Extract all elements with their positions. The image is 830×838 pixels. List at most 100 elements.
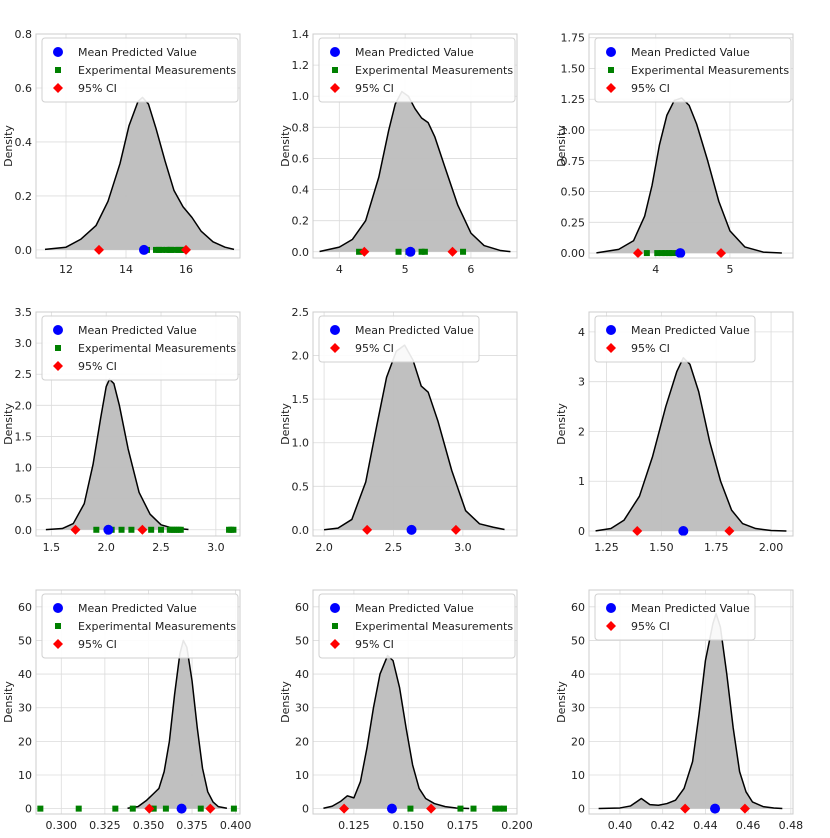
experimental-point — [128, 526, 135, 533]
legend-label-ci: 95% CI — [631, 620, 670, 633]
x-tick-label: 0.375 — [176, 819, 208, 832]
plot-frame — [588, 589, 794, 815]
y-tick-label: 0 — [25, 803, 32, 816]
x-tick-label: 0.175 — [447, 819, 479, 832]
legend-label-experimental: Experimental Measurements — [78, 342, 236, 355]
x-tick-label: 5 — [726, 263, 733, 276]
y-tick-label: 1.0 — [292, 90, 310, 103]
experimental-point — [158, 526, 165, 533]
legend-label-ci: 95% CI — [78, 360, 117, 373]
legend-marker-mean — [330, 47, 340, 57]
chart-G13: 2.02.53.00.00.51.01.52.02.5DensityCompos… — [277, 278, 554, 573]
experimental-point — [230, 526, 237, 533]
ci-marker — [680, 803, 691, 814]
ci-marker — [426, 803, 437, 814]
y-tick-label: 1.50 — [561, 62, 586, 75]
y-tick-label: 1.0 — [15, 462, 33, 475]
legend: Mean Predicted Value Experimental Measure… — [41, 593, 239, 659]
mean-marker — [678, 526, 689, 537]
y-tick-label: 0.0 — [15, 524, 33, 537]
chart-svg: 2.02.53.00.00.51.01.52.02.5DensityCompos… — [279, 306, 518, 573]
y-axis-label: Density — [279, 681, 292, 723]
y-tick-label: 40 — [295, 668, 309, 681]
legend-label-ci: 95% CI — [355, 638, 394, 651]
y-tick-label: 3.5 — [15, 306, 33, 319]
y-tick-label: 3 — [578, 376, 585, 389]
legend-label-mean: Mean Predicted Value — [631, 602, 750, 615]
chart-svg: 4560.00.20.40.60.81.01.21.4DensityCompos… — [279, 28, 518, 295]
experimental-point — [37, 805, 44, 812]
experimental-point — [177, 526, 184, 533]
x-tick-label: 0.300 — [46, 819, 78, 832]
y-tick-label: 30 — [18, 702, 32, 715]
density-area — [595, 357, 787, 532]
mean-marker — [103, 524, 114, 535]
ci-marker — [716, 248, 727, 259]
legend-label-ci: 95% CI — [355, 342, 394, 355]
legend-marker-mean — [53, 47, 63, 57]
experimental-point — [159, 246, 165, 253]
experimental-point — [112, 805, 119, 812]
legend-marker-experimental — [55, 345, 61, 351]
legend-marker-ci — [606, 83, 616, 93]
legend-label-experimental: Experimental Measurements — [355, 64, 513, 77]
x-tick-label: 5 — [402, 263, 409, 276]
legend: Mean Predicted Value Experimental Measure… — [41, 37, 239, 103]
plot-frame — [35, 33, 241, 259]
x-tick-label: 4 — [652, 263, 659, 276]
experimental-point — [457, 805, 464, 812]
experimental-point — [93, 526, 100, 533]
legend-label-ci: 95% CI — [631, 82, 670, 95]
experimental-point — [460, 248, 467, 255]
y-tick-label: 20 — [18, 735, 32, 748]
y-tick-label: 0 — [302, 803, 309, 816]
legend-marker-ci — [53, 361, 63, 371]
experimental-point — [356, 248, 363, 255]
legend-marker-ci — [606, 621, 616, 631]
y-tick-label: 0.6 — [15, 82, 33, 95]
y-tick-label: 40 — [571, 668, 585, 681]
y-tick-label: 0.2 — [292, 215, 310, 228]
x-tick-label: 4 — [336, 263, 343, 276]
plot-frame — [35, 589, 241, 815]
experimental-point — [470, 805, 477, 812]
ci-marker — [339, 803, 350, 814]
legend-marker-mean — [606, 325, 616, 335]
experimental-point — [500, 805, 507, 812]
y-tick-label: 1.25 — [561, 93, 586, 106]
density-area — [127, 640, 227, 809]
ci-marker — [447, 246, 458, 257]
experimental-point — [168, 246, 174, 253]
y-tick-label: 1.5 — [15, 430, 33, 443]
y-tick-label: 10 — [571, 769, 585, 782]
ci-marker — [724, 526, 735, 537]
legend-marker-mean — [606, 603, 616, 613]
chart-svg: 0.40 0.42 0.44 0.46 0.48 0 10 20 30 40 50 60 Density… — [555, 589, 803, 838]
legend-marker-ci — [53, 83, 63, 93]
ci-marker — [450, 524, 461, 535]
legend-marker-experimental — [55, 67, 61, 73]
legend: Mean Predicted Value Experimental Measure… — [594, 37, 792, 103]
chart-E2: 4560.00.20.40.60.81.01.21.4DensityCompos… — [277, 0, 554, 295]
y-tick-label: 0 — [578, 803, 585, 816]
density-curve — [45, 378, 189, 531]
legend-label-ci: 95% CI — [355, 82, 394, 95]
experimental-point — [407, 805, 414, 812]
y-tick-label: 20 — [571, 735, 585, 748]
experimental-point — [162, 805, 169, 812]
experimental-point — [654, 250, 661, 257]
chart-nu13: 0.300 0.325 0.350 0.375 0.400 0 10 20 30 40 50 60 De… — [0, 556, 277, 838]
y-tick-label: 1.0 — [292, 437, 310, 450]
mean-marker — [139, 244, 149, 255]
ci-marker — [70, 524, 81, 535]
x-tick-label: 1.5 — [43, 541, 61, 554]
x-tick-label: 0.150 — [393, 819, 425, 832]
density-area — [45, 97, 234, 250]
ci-marker — [632, 248, 643, 259]
x-tick-label: 0.42 — [650, 819, 675, 832]
y-tick-label: 1.4 — [292, 28, 310, 41]
legend: Mean Predicted Value Experimental Measure… — [318, 593, 516, 659]
legend: Mean Predicted Value 95% CI — [318, 315, 480, 363]
experimental-point — [230, 805, 237, 812]
